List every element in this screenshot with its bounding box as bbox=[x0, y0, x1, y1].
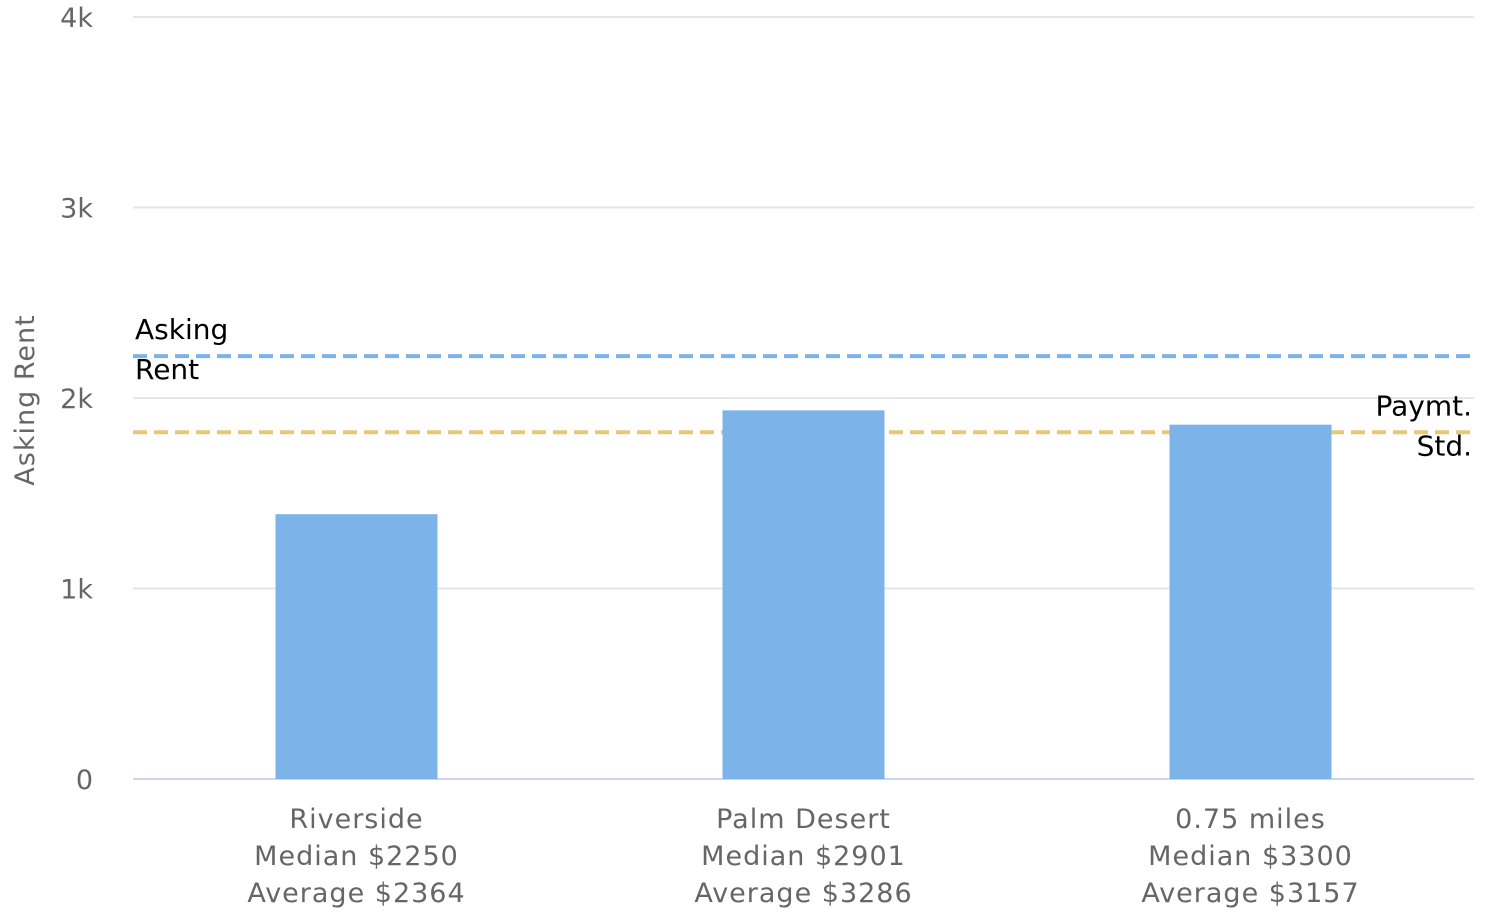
reference-line-label-line: Std. bbox=[1417, 429, 1472, 462]
bar[interactable] bbox=[275, 514, 438, 779]
y-tick-label: 4k bbox=[60, 3, 93, 34]
reference-line-label: Asking Rent bbox=[135, 313, 228, 386]
x-category-label-line: Median $2250 bbox=[254, 841, 459, 872]
x-category-label-line: Average $3286 bbox=[694, 878, 912, 909]
x-category-label-line: Median $2901 bbox=[701, 841, 906, 872]
bar[interactable] bbox=[722, 410, 885, 779]
reference-line-labels: Asking Rent Paymt. Std. bbox=[135, 313, 1472, 462]
x-category-label-line: Riverside bbox=[289, 804, 423, 835]
reference-line-label-line: Asking bbox=[135, 313, 228, 346]
x-category-label: Palm Desert Median $2901 Average $3286 bbox=[694, 804, 912, 909]
y-tick-label: 1k bbox=[60, 575, 93, 606]
x-category-label-line: Average $2364 bbox=[247, 878, 465, 909]
y-tick-label: 3k bbox=[60, 194, 93, 225]
y-tick-label: 2k bbox=[60, 384, 93, 415]
y-tick-label: 0 bbox=[76, 765, 93, 796]
x-category-label-line: 0.75 miles bbox=[1175, 804, 1326, 835]
reference-line-label-line: Paymt. bbox=[1375, 389, 1472, 422]
x-category-label: 0.75 miles Median $3300 Average $3157 bbox=[1141, 804, 1359, 909]
y-axis-title: Asking Rent bbox=[10, 314, 41, 485]
x-axis-labels: Riverside Median $2250 Average $2364 Palm D… bbox=[247, 804, 1359, 909]
x-category-label: Riverside Median $2250 Average $2364 bbox=[247, 804, 465, 909]
reference-line-label-line: Rent bbox=[135, 353, 199, 386]
y-axis-ticks: 0 1k 2k 3k 4k bbox=[60, 3, 93, 796]
reference-line-label: Paymt. Std. bbox=[1375, 389, 1472, 462]
bar[interactable] bbox=[1169, 424, 1332, 779]
bars bbox=[275, 410, 1332, 779]
x-category-label-line: Median $3300 bbox=[1148, 841, 1353, 872]
x-category-label-line: Palm Desert bbox=[716, 804, 891, 835]
x-category-label-line: Average $3157 bbox=[1141, 878, 1359, 909]
